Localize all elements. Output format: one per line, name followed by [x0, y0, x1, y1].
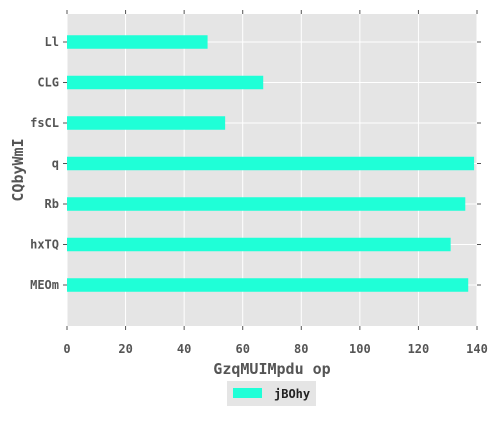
- y-tick-label: MEOm: [30, 278, 59, 292]
- legend-swatch: [233, 388, 262, 398]
- bars: [67, 35, 475, 292]
- y-tick-label: hxTQ: [30, 238, 59, 252]
- y-tick-label: CLG: [37, 76, 59, 90]
- x-tick-label: 80: [294, 342, 308, 356]
- x-tick-label: 0: [63, 342, 70, 356]
- x-tick-label: 20: [118, 342, 132, 356]
- y-tick-label: Rb: [45, 197, 59, 211]
- x-tick-label: 140: [466, 342, 488, 356]
- bar: [67, 116, 226, 130]
- x-tick-label: 100: [349, 342, 371, 356]
- bar: [67, 197, 466, 211]
- bar: [67, 237, 451, 252]
- x-tick-label: 40: [177, 342, 191, 356]
- x-tick-labels: 0 20 40 60 80 100 120 140: [63, 10, 488, 356]
- bar: [67, 156, 475, 171]
- legend: jBOhy: [227, 381, 316, 406]
- x-tick-label: 120: [408, 342, 430, 356]
- y-tick-label: q: [52, 157, 59, 171]
- x-axis-title: GzqMUIMpdu op: [213, 360, 330, 378]
- bar: [67, 75, 264, 90]
- bar: [67, 35, 208, 49]
- y-tick-labels: Ll CLG fsCL q Rb hxTQ MEOm: [30, 35, 481, 292]
- x-tick-label: 60: [235, 342, 249, 356]
- y-tick-label: fsCL: [30, 116, 59, 130]
- y-tick-label: Ll: [45, 35, 59, 49]
- legend-label: jBOhy: [274, 387, 310, 401]
- bar: [67, 278, 469, 292]
- y-axis-title: CQbyWmI: [9, 138, 27, 201]
